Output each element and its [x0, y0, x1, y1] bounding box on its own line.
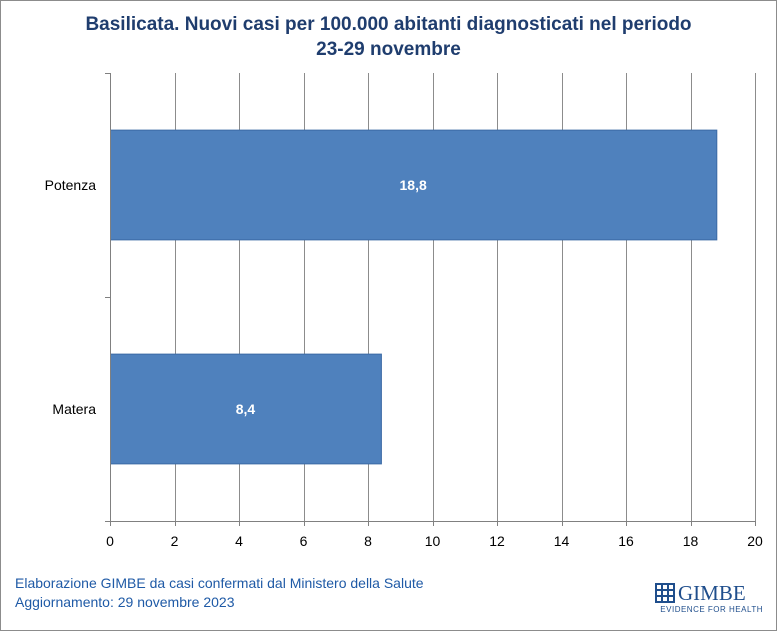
x-tick-label-10: 10: [425, 533, 441, 549]
x-tick-label-14: 14: [554, 533, 570, 549]
category-label-matera: Matera: [52, 401, 96, 417]
gimbe-logo: GIMBE EVIDENCE FOR HEALTH: [655, 581, 763, 619]
x-tick-label-0: 0: [106, 533, 114, 549]
chart-title-line-2: 23-29 novembre: [316, 39, 461, 60]
x-tick-label-2: 2: [171, 533, 179, 549]
logo-tagline: EVIDENCE FOR HEALTH: [660, 605, 763, 614]
footer-source: Elaborazione GIMBE da casi confermati da…: [15, 575, 424, 591]
logo-wordmark: GIMBE: [678, 581, 746, 605]
chart-title: Basilicata. Nuovi casi per 100.000 abita…: [0, 12, 777, 62]
footer-updated: Aggiornamento: 29 novembre 2023: [15, 594, 235, 610]
bars: [110, 129, 718, 465]
footer-note: Elaborazione GIMBE da casi confermati da…: [15, 574, 424, 612]
x-tick-label-20: 20: [747, 533, 763, 549]
chart-title-line-1: Basilicata. Nuovi casi per 100.000 abita…: [85, 14, 692, 35]
category-label-potenza: Potenza: [45, 177, 97, 193]
labels: 18,8 Potenza 8,4 Matera 0 2 4 6 8 10 12 14 16 18 20: [45, 177, 763, 549]
bar-value-label-potenza: 18,8: [400, 177, 427, 193]
bar-potenza: [110, 129, 718, 241]
x-tick-label-6: 6: [300, 533, 308, 549]
x-tick-label-12: 12: [489, 533, 505, 549]
bar-matera: [110, 353, 382, 465]
x-tick-label-16: 16: [618, 533, 634, 549]
x-tick-label-8: 8: [364, 533, 372, 549]
axes: [105, 73, 756, 526]
bar-value-label-matera: 8,4: [236, 401, 256, 417]
x-tick-label-18: 18: [683, 533, 699, 549]
gimbe-logo-icon: [655, 583, 675, 603]
x-tick-label-4: 4: [235, 533, 243, 549]
